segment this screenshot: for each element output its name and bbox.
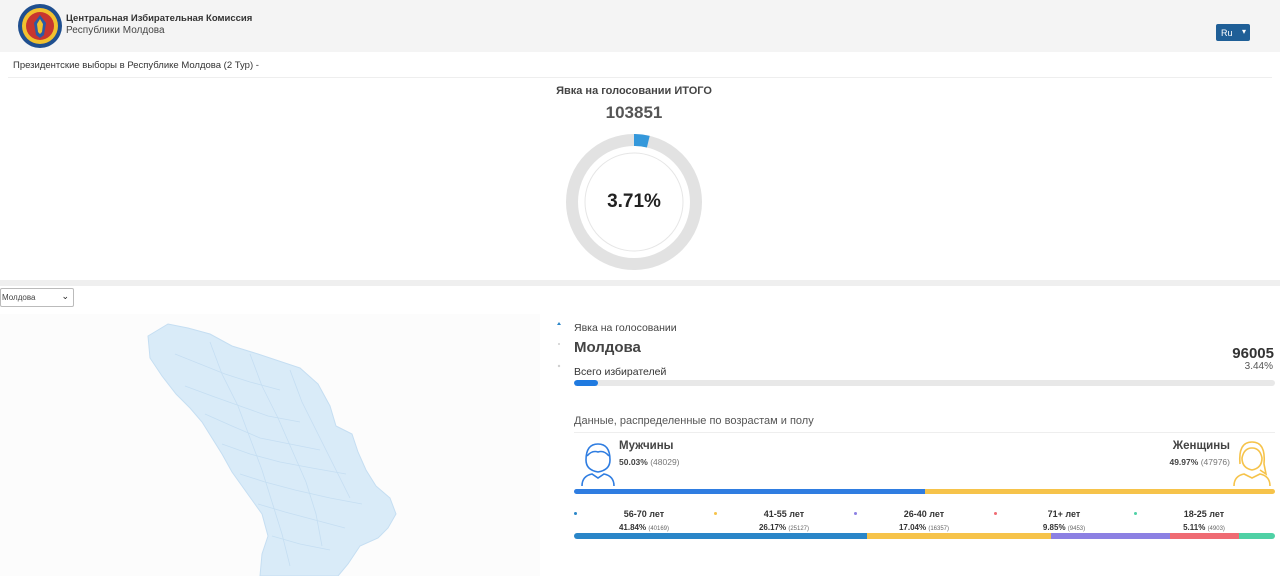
age-group-dot (714, 512, 717, 515)
breadcrumb: Президентские выборы в Республике Молдов… (13, 60, 259, 71)
donut-arc (566, 134, 702, 270)
org-subtitle: Республики Молдова (66, 25, 165, 36)
age-bar-segment (1170, 533, 1240, 539)
gender-bar (574, 489, 1275, 494)
age-bar (574, 533, 1275, 539)
language-label: Ru (1221, 27, 1233, 38)
turnout-donut (566, 134, 702, 270)
divider (8, 77, 1272, 78)
male-stats: 50.03% (48029) (619, 457, 680, 467)
turnout-title: Явка на голосовании ИТОГО (556, 85, 712, 97)
age-group-stats: 17.04% (16357) (854, 523, 994, 532)
section-divider (0, 280, 1280, 286)
region-progress-fill (574, 380, 599, 386)
age-group-dot (574, 512, 577, 515)
female-label: Женщины (1172, 440, 1230, 452)
female-count: (47976) (1200, 457, 1230, 467)
age-bar-segment (867, 533, 1051, 539)
age-group-stats: 5.11% (4903) (1134, 523, 1274, 532)
age-groups: 56-70 лет 41.84% (40169) 41-55 лет 26.17% (… (574, 507, 1275, 537)
demographics-title: Данные, распределенные по возрастам и по… (574, 415, 814, 427)
age-bar-segment (574, 533, 868, 539)
age-group-stats: 41.84% (40169) (574, 523, 714, 532)
female-bar-segment (924, 489, 1275, 494)
age-group-label: 26-40 лет (903, 509, 945, 519)
moldova-map[interactable] (0, 314, 540, 576)
age-group-count: (40169) (648, 526, 670, 532)
age-group-percent: 5.11% (1183, 523, 1208, 532)
district-borders (174, 341, 363, 567)
age-group-percent: 9.85% (1042, 523, 1068, 532)
age-group-stats: 9.85% (9453) (994, 523, 1134, 532)
age-group-item: 18-25 лет 5.11% (4903) (1134, 507, 1274, 535)
chevron-down-icon: ⌄ (61, 291, 69, 301)
male-bar-segment (574, 489, 925, 494)
female-icon (1233, 441, 1271, 487)
age-group-dot (854, 512, 857, 515)
age-group-label: 41-55 лет (763, 509, 805, 519)
age-group-item: 26-40 лет 17.04% (16357) (854, 507, 994, 535)
region-select-value: Молдова (2, 293, 36, 302)
scroll-indicator[interactable] (556, 322, 562, 370)
header: Центральная Избирательная Комиссия Респу… (0, 0, 1280, 52)
age-group-dot (994, 512, 997, 515)
age-group-count: (25127) (788, 526, 810, 532)
age-bar-segment (1050, 533, 1171, 539)
region-percent: 3.44% (1244, 361, 1273, 372)
male-icon (581, 443, 615, 487)
female-stats: 49.97% (47976) (1169, 457, 1230, 467)
age-bar-segment (1239, 533, 1275, 539)
donut-inner (584, 152, 684, 252)
female-percent: 49.97% (1169, 457, 1199, 467)
cec-logo[interactable] (17, 3, 63, 49)
language-select[interactable]: Ru ▾ (1216, 24, 1250, 41)
moldova-shape[interactable] (147, 323, 397, 576)
age-group-count: (9453) (1067, 526, 1086, 532)
age-group-item: 41-55 лет 26.17% (25127) (714, 507, 854, 535)
age-group-item: 71+ лет 9.85% (9453) (994, 507, 1134, 535)
region-count: 96005 (1232, 345, 1274, 362)
divider (574, 432, 1275, 433)
age-group-label: 18-25 лет (1183, 509, 1225, 519)
region-progress-bar (574, 380, 1275, 386)
age-group-count: (16357) (928, 526, 950, 532)
turnout-percent: 3.71% (607, 191, 661, 212)
total-voters-label: Всего избирателей (574, 366, 667, 378)
org-name: Центральная Избирательная Комиссия (66, 13, 253, 24)
age-group-label: 71+ лет (1047, 509, 1081, 519)
region-select[interactable]: Молдова ⌄ (0, 288, 74, 307)
age-group-count: (4903) (1207, 526, 1225, 532)
age-group-percent: 26.17% (758, 523, 789, 532)
age-group-dot (1134, 512, 1137, 515)
age-group-label: 56-70 лет (623, 509, 665, 519)
male-label: Мужчины (619, 440, 674, 452)
male-count: (48029) (650, 457, 680, 467)
age-group-percent: 17.04% (898, 523, 929, 532)
age-group-percent: 41.84% (618, 523, 649, 532)
age-group-stats: 26.17% (25127) (714, 523, 854, 532)
region-name: Молдова (574, 339, 641, 356)
chevron-down-icon: ▾ (1241, 27, 1246, 36)
region-turnout-title: Явка на голосовании (574, 322, 677, 334)
turnout-count: 103851 (605, 103, 663, 122)
age-group-item: 56-70 лет 41.84% (40169) (574, 507, 714, 535)
male-percent: 50.03% (619, 457, 648, 467)
